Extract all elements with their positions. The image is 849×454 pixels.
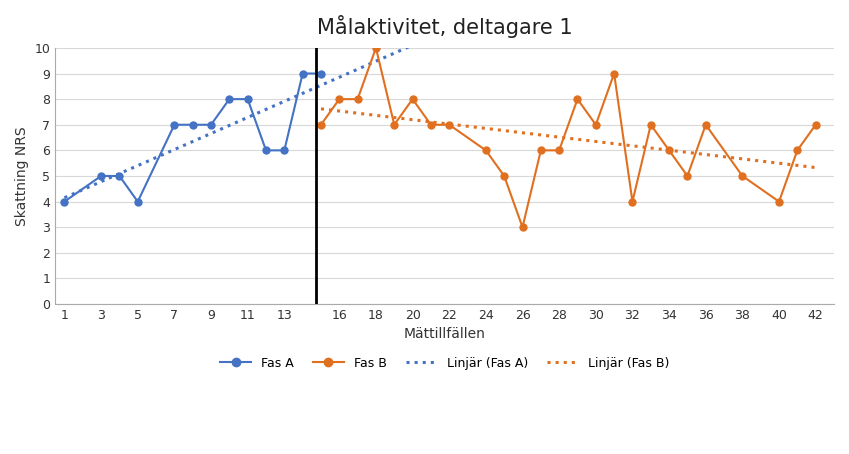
Fas B (335, 96, 345, 102)
Linjär (Fas A) (504, 0, 514, 5)
Fas B (683, 173, 693, 179)
Linjär (Fas A) (59, 195, 70, 200)
Fas A (261, 148, 271, 153)
Fas B (517, 224, 527, 230)
Fas B (609, 71, 619, 76)
Fas A (115, 173, 125, 179)
Fas B (811, 122, 821, 128)
Linjär (Fas B) (733, 156, 743, 161)
Fas A (59, 199, 70, 204)
Fas B (664, 148, 674, 153)
Fas B (426, 122, 436, 128)
Linjär (Fas A) (62, 194, 72, 199)
Fas A (279, 148, 290, 153)
Linjär (Fas B) (610, 141, 621, 147)
X-axis label: Mättillfällen: Mättillfällen (404, 327, 486, 341)
Fas B (591, 122, 601, 128)
Linjär (Fas B) (811, 165, 821, 170)
Fas B (792, 148, 802, 153)
Fas A (96, 173, 106, 179)
Legend: Fas A, Fas B, Linjär (Fas A), Linjär (Fas B): Fas A, Fas B, Linjär (Fas A), Linjär (Fa… (215, 352, 674, 375)
Linjär (Fas B) (764, 159, 774, 165)
Fas A (206, 122, 216, 128)
Fas B (481, 148, 491, 153)
Fas A (297, 71, 307, 76)
Title: Målaktivitet, deltagare 1: Målaktivitet, deltagare 1 (317, 15, 572, 38)
Fas B (352, 96, 363, 102)
Fas B (737, 173, 747, 179)
Fas B (389, 122, 399, 128)
Fas B (408, 96, 418, 102)
Linjär (Fas B) (318, 106, 328, 112)
Fas B (371, 45, 381, 50)
Linjär (Fas B) (609, 141, 619, 146)
Fas A (224, 96, 234, 102)
Fas B (572, 96, 582, 102)
Linjär (Fas B) (316, 106, 326, 112)
Fas A (169, 122, 179, 128)
Line: Linjär (Fas A): Linjär (Fas A) (65, 0, 816, 197)
Line: Fas A: Fas A (61, 70, 324, 205)
Line: Linjär (Fas B): Linjär (Fas B) (321, 109, 816, 168)
Linjär (Fas A) (507, 0, 517, 5)
Fas A (243, 96, 253, 102)
Fas B (316, 122, 326, 128)
Fas B (627, 199, 638, 204)
Line: Fas B: Fas B (318, 44, 819, 231)
Fas B (554, 148, 565, 153)
Fas B (774, 199, 784, 204)
Fas B (646, 122, 656, 128)
Fas A (188, 122, 198, 128)
Fas B (700, 122, 711, 128)
Fas A (132, 199, 143, 204)
Fas B (499, 173, 509, 179)
Linjär (Fas B) (619, 142, 629, 148)
Fas B (536, 148, 546, 153)
Y-axis label: Skattning NRS: Skattning NRS (15, 126, 29, 226)
Fas A (316, 71, 326, 76)
Fas B (444, 122, 454, 128)
